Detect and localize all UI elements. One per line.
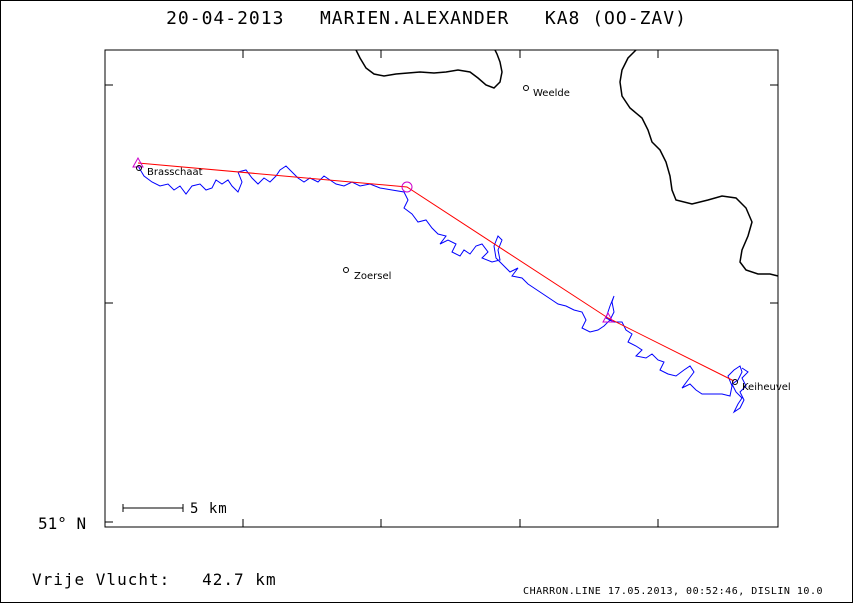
latitude-label: 51° N: [38, 514, 87, 533]
flight-distance: Vrije Vlucht: 42.7 km: [32, 570, 277, 589]
flight-title: 20-04-2013 MARIEN.ALEXANDER KA8 (OO-ZAV): [0, 8, 853, 29]
border-lines: [355, 49, 779, 277]
turnpoint-1-marker: [401, 181, 413, 193]
footer-credit: CHARRON.LINE 17.05.2013, 00:52:46, DISLI…: [523, 586, 823, 597]
flight-track: [137, 165, 749, 414]
place-keiheuvel-label: Keiheuvel: [742, 382, 791, 393]
place-brasschaat-label: Brasschaat: [147, 167, 203, 178]
turnpoint-2-marker: [602, 311, 614, 323]
distance-label: Vrije Vlucht:: [32, 570, 171, 589]
glider-id: KA8 (OO-ZAV): [544, 8, 687, 29]
place-weelde-label: Weelde: [533, 88, 570, 99]
map-ticks: [105, 50, 778, 527]
map-box: [104, 49, 779, 528]
border-east: [619, 49, 779, 277]
task-line: [137, 162, 735, 382]
turnpoint-markers: [132, 156, 614, 323]
place-markers: [136, 85, 738, 385]
place-zoersel-label: Zoersel: [354, 271, 391, 282]
scale-bar-label: 5 km: [190, 501, 228, 517]
border-north: [355, 49, 503, 89]
scale-bar: [122, 504, 184, 512]
distance-value: 42.7 km: [202, 570, 277, 589]
place-brasschaat-dot: [136, 165, 142, 171]
place-zoersel-dot: [343, 267, 349, 273]
start-marker: [132, 156, 144, 168]
place-keiheuvel-dot: [732, 379, 738, 385]
place-weelde-dot: [523, 85, 529, 91]
flight-date: 20-04-2013: [166, 8, 285, 29]
pilot-name: MARIEN.ALEXANDER: [319, 8, 510, 29]
